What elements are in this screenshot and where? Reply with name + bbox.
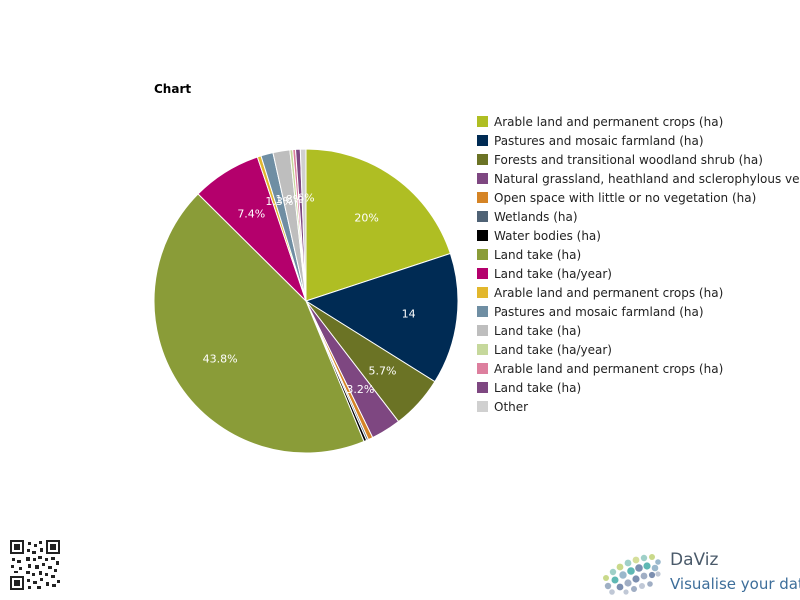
legend-label: Open space with little or no vegetation …: [494, 190, 757, 205]
chart-title: Chart: [154, 82, 192, 96]
legend-label: Land take (ha/year): [494, 266, 612, 281]
legend-swatch: [477, 192, 488, 203]
legend-swatch: [477, 230, 488, 241]
legend-label: Land take (ha): [494, 380, 582, 395]
legend-swatch: [477, 344, 488, 355]
legend-swatch: [477, 363, 488, 374]
legend-item-15[interactable]: Other: [477, 397, 800, 416]
pie-data-labels: 20% 14 5.7% 3.2% 43.8% 7.4%1.3%1.8%.6%: [203, 192, 416, 396]
legend-label: Pastures and mosaic farmland (ha): [494, 304, 704, 319]
legend-item-7[interactable]: Land take (ha): [477, 245, 800, 264]
legend-label: Arable land and permanent crops (ha): [494, 285, 724, 300]
legend-swatch: [477, 173, 488, 184]
legend-swatch: [477, 135, 488, 146]
legend-label: Land take (ha): [494, 323, 582, 338]
legend-label: Land take (ha): [494, 247, 582, 262]
data-label-1: 14: [402, 307, 416, 320]
legend-label: Natural grassland, heathland and sclerop…: [494, 171, 800, 186]
legend-swatch: [477, 325, 488, 336]
legend-label: Other: [494, 399, 529, 414]
data-label-3: 3.2%: [346, 383, 374, 396]
qr-code-icon: [10, 540, 60, 590]
legend-swatch: [477, 287, 488, 298]
legend-item-5[interactable]: Wetlands (ha): [477, 207, 800, 226]
legend-item-8[interactable]: Land take (ha/year): [477, 264, 800, 283]
pie-slices: [153, 148, 459, 454]
legend-item-4[interactable]: Open space with little or no vegetation …: [477, 188, 800, 207]
data-label-11: 1.8%: [275, 193, 303, 206]
legend-item-3[interactable]: Natural grassland, heathland and sclerop…: [477, 169, 800, 188]
legend-label: Wetlands (ha): [494, 209, 578, 224]
pie-slice-0[interactable]: [305, 148, 452, 302]
legend-label: Land take (ha/year): [494, 342, 612, 357]
legend-label: Arable land and permanent crops (ha): [494, 114, 724, 129]
legend-swatch: [477, 116, 488, 127]
data-label-10: 1.3%: [265, 195, 293, 208]
legend-item-10[interactable]: Pastures and mosaic farmland (ha): [477, 302, 800, 321]
legend-item-13[interactable]: Arable land and permanent crops (ha): [477, 359, 800, 378]
legend-swatch: [477, 154, 488, 165]
legend-item-2[interactable]: Forests and transitional woodland shrub …: [477, 150, 800, 169]
legend-label: Forests and transitional woodland shrub …: [494, 152, 763, 167]
daviz-dots-icon: [603, 554, 661, 595]
legend-label: Water bodies (ha): [494, 228, 601, 243]
legend-item-14[interactable]: Land take (ha): [477, 378, 800, 397]
legend-item-0[interactable]: Arable land and permanent crops (ha): [477, 112, 800, 131]
pie-slice-1[interactable]: [304, 252, 459, 383]
daviz-logo: DaViz Visualise your data: [598, 548, 800, 596]
data-label-15: .6%: [294, 192, 315, 205]
legend-item-12[interactable]: Land take (ha/year): [477, 340, 800, 359]
legend-label: Arable land and permanent crops (ha): [494, 361, 724, 376]
logo-name: DaViz: [670, 550, 719, 570]
legend-swatch: [477, 211, 488, 222]
pie-slice-7[interactable]: [153, 193, 365, 454]
legend-swatch: [477, 382, 488, 393]
pie-slice-15[interactable]: [299, 148, 307, 302]
legend-item-1[interactable]: Pastures and mosaic farmland (ha): [477, 131, 800, 150]
legend-swatch: [477, 268, 488, 279]
chart-legend: Arable land and permanent crops (ha) Past…: [477, 112, 800, 416]
legend-item-9[interactable]: Arable land and permanent crops (ha): [477, 283, 800, 302]
data-label-2: 5.7%: [369, 365, 397, 378]
legend-swatch: [477, 249, 488, 260]
legend-label: Pastures and mosaic farmland (ha): [494, 133, 704, 148]
legend-swatch: [477, 401, 488, 412]
data-label-8: 7.4%: [237, 207, 265, 220]
data-label-7: 43.8%: [203, 353, 238, 366]
legend-item-11[interactable]: Land take (ha): [477, 321, 800, 340]
legend-swatch: [477, 306, 488, 317]
logo-tagline: Visualise your data: [670, 575, 800, 593]
data-label-0: 20%: [354, 211, 378, 224]
legend-item-6[interactable]: Water bodies (ha): [477, 226, 800, 245]
